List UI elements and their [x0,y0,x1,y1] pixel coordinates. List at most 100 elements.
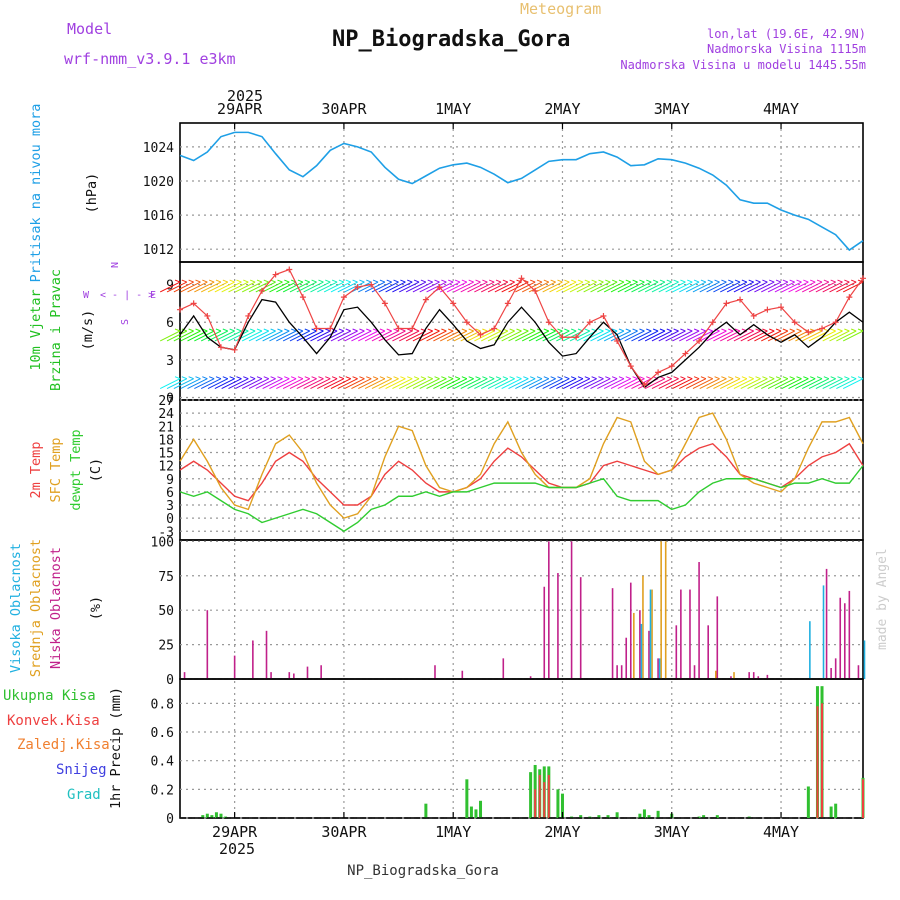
wind-barb [590,330,611,342]
wind-barb [617,378,638,390]
wind-barb-head [482,376,488,380]
wind-barb [426,281,447,293]
wind-barb [173,378,194,390]
temp-2m-line [179,442,864,506]
wind-barb-head [769,328,775,332]
wind-barb-head [202,279,208,283]
wind-barb-head [461,279,468,283]
wind-barb [433,378,454,390]
wind-barb [658,281,679,293]
wind-barb [480,330,502,342]
legend-frozen-precip: Zaledj.Kisa [17,737,110,753]
wind-barb [535,378,556,390]
gust-marker [422,296,429,303]
wind-barb-head [448,328,454,332]
wind-barb [460,330,481,342]
y-axis-label: dewpt Temp [68,429,84,510]
gust-marker [627,363,634,370]
wind-barb-head [584,328,590,332]
wind-barb [706,330,727,342]
wind-barb-head [222,279,228,283]
wind-barb-head [816,376,823,380]
wind-barb-head [666,376,672,380]
gust-marker [860,275,866,282]
wind-barb-head [557,279,563,283]
year-label-bottom: 2025 [219,840,255,858]
wind-barb [583,378,604,390]
wind-barb-head [236,376,242,380]
wind-barb-head [741,279,748,283]
year-label-top: 2025 [227,87,263,105]
wind-barb-head [263,376,269,380]
wind-barb-head [379,328,386,332]
wind-barb-head [687,376,693,380]
wind-barb [351,378,372,390]
wind-barb-head [208,279,215,283]
wind-barb [576,378,597,390]
wind-barb [644,281,666,293]
wind-barb-head [775,328,782,332]
wind-barb [187,378,208,390]
wind-barb-head [652,279,659,283]
total-precip-bar [715,815,719,818]
wind-barb-head [229,328,235,332]
wind-barb-head [181,328,188,332]
wind-barb-head [611,279,618,283]
wind-barb [159,281,181,293]
gust-marker [832,319,839,326]
wind-barb-head [830,376,836,380]
wind-barb-head [318,279,324,283]
total-precip-bar [642,809,646,818]
total-precip-bar [638,813,642,818]
wind-barb-head [632,279,638,283]
wind-barb-head [277,279,283,283]
wind-barb [685,378,707,390]
wind-barb [412,281,433,293]
wind-barb [508,281,529,293]
wind-barb-head [393,376,399,380]
y-tick-label: 21 [158,420,174,435]
wind-barb-head [441,279,447,283]
gust-marker [791,319,798,326]
gust-marker [450,300,457,307]
wind-barb [187,281,208,293]
wind-barb [358,330,379,342]
wind-barb-head [796,279,802,283]
gust-marker [368,281,375,288]
wind-barb [515,330,536,342]
wind-barb-head [454,376,461,380]
wind-barb [453,378,474,390]
wind-barb [317,330,338,342]
wind-barb-head [297,328,304,332]
day-label-top: 29APR [217,100,263,118]
y-axis-label: 10m Vjetar [28,289,44,370]
wind-barb-head [693,328,700,332]
wind-barb-head [830,328,836,332]
wind-barb [248,378,270,390]
wind-barb-head [646,279,652,283]
wind-barb-head [215,376,222,380]
pressure-line [179,131,864,252]
y-tick-label: 25 [158,639,174,654]
wind-barb [781,281,802,293]
wind-barb [378,378,399,390]
wind-barb-head [366,328,372,332]
wind-barb [610,330,632,342]
wind-barb [303,378,324,390]
model-label: Model [67,20,112,38]
wind-barb [364,378,386,390]
wind-barb-head [407,279,413,283]
wind-barb [180,330,201,342]
wind-barb-head [311,376,317,380]
wind-barb-head [564,376,570,380]
wind-barb [631,281,652,293]
total-precip-bar [806,786,810,818]
wind-barb [576,281,597,293]
gust-marker [819,325,826,332]
wind-barb [440,281,461,293]
wind-barb [754,378,775,390]
wind-barb [433,330,454,342]
wind-barb [487,281,509,293]
wind-barb-head [707,328,713,332]
